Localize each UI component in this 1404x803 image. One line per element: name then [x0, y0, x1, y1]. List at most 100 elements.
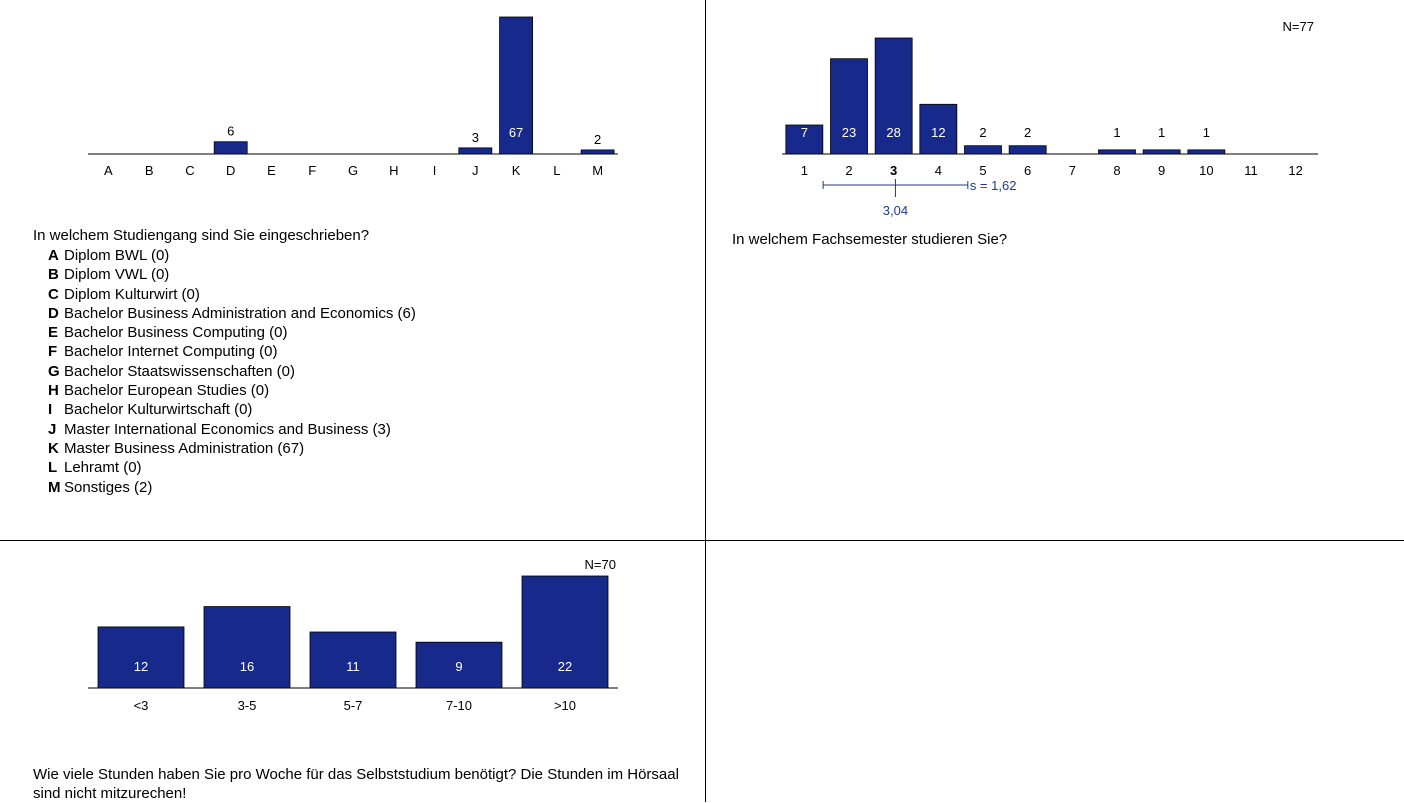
- n-label: N=77: [1283, 19, 1314, 34]
- bar-3: [874, 37, 913, 155]
- value-label-2: 11: [346, 659, 360, 674]
- tick-label-A: A: [104, 163, 113, 178]
- legend-item: J Master International Economics and Busi…: [48, 420, 416, 439]
- legend-key: K: [48, 439, 59, 457]
- panel-selbststudium: N=70 12 <3 16 3-5 11 5-7 9 7-10 22 >10 Wie viele S…: [0, 541, 705, 802]
- bar-10: [1187, 149, 1226, 155]
- bar-8: [1098, 149, 1136, 155]
- tick-label-3: 7-10: [446, 698, 472, 713]
- chart-fachsemester: N=77 7 1 23 2 28 3 12 4 2 5 2 6 7 1 8 1 9 1 10 11 12 s = 1,62 3…: [782, 19, 1318, 218]
- value-label-4: 12: [931, 125, 945, 140]
- panel-fachsemester: N=77 7 1 23 2 28 3 12 4 2 5 2 6 7 1 8 1 9 1 10 11 12 s = 1,62 3…: [706, 0, 1404, 540]
- question-fachsemester: In welchem Fachsemester studieren Sie?: [732, 231, 1008, 248]
- legend-text: Diplom BWL (0): [64, 247, 170, 264]
- question-studiengang: In welchem Studiengang sind Sie eingesch…: [33, 227, 370, 244]
- legend-item: M Sonstiges (2): [48, 478, 416, 497]
- legend-studiengang: A Diplom BWL (0) B Diplom VWL (0) C Diplom Ku…: [48, 246, 416, 497]
- value-label-1: 16: [240, 659, 254, 674]
- legend-text: Bachelor Business Administration and Eco…: [64, 304, 416, 322]
- bar-2: [309, 631, 397, 689]
- tick-label-0: <3: [134, 698, 149, 713]
- bar-9: [1142, 149, 1181, 155]
- tick-label-8: 8: [1113, 163, 1120, 178]
- sd-label: s = 1,62: [970, 178, 1017, 193]
- value-label-D: 6: [227, 124, 234, 139]
- tick-label-K: K: [512, 163, 521, 178]
- legend-text: Bachelor Business Computing (0): [64, 324, 288, 342]
- bar-J: [458, 147, 493, 155]
- legend-key: J: [48, 420, 57, 438]
- legend-text: Bachelor European Studies (0): [64, 382, 270, 400]
- bar-M: [580, 149, 615, 155]
- legend-text: Master International Economics and Busin…: [64, 420, 391, 438]
- tick-label-6: 6: [1024, 163, 1031, 178]
- legend-key: D: [48, 304, 59, 322]
- bar-6: [1008, 145, 1047, 155]
- legend-key: B: [48, 266, 59, 284]
- legend-item: I Bachelor Kulturwirtschaft (0): [48, 400, 416, 419]
- legend-key: L: [48, 459, 58, 477]
- legend-text: Diplom VWL (0): [64, 266, 170, 284]
- panel-divider-vertical: [705, 0, 706, 802]
- legend-text: Diplom Kulturwirt (0): [64, 285, 200, 303]
- value-label-8: 1: [1113, 125, 1120, 140]
- bar-5: [964, 145, 1002, 155]
- tick-label-9: 9: [1158, 163, 1165, 178]
- bar-K: [499, 16, 533, 155]
- tick-label-12: 12: [1288, 163, 1302, 178]
- n-label: N=70: [585, 557, 616, 572]
- tick-label-M: M: [592, 163, 603, 178]
- legend-key: I: [48, 401, 53, 419]
- panel-studiengang: A B C 6 D E F G H I 3 J 67 K L 2 M In welchem Studiengan…: [0, 0, 705, 540]
- tick-label-I: I: [433, 163, 437, 178]
- value-label-4: 22: [558, 659, 572, 674]
- legend-text: Lehramt (0): [64, 459, 142, 477]
- legend-item: F Bachelor Internet Computing (0): [48, 342, 416, 361]
- bar-2: [830, 58, 868, 155]
- chart-studiengang: A B C 6 D E F G H I 3 J 67 K L 2 M: [88, 16, 618, 178]
- tick-label-1: 3-5: [238, 698, 257, 713]
- legend-item: K Master Business Administration (67): [48, 439, 416, 458]
- legend-key: A: [48, 247, 59, 264]
- bar-3: [415, 641, 503, 689]
- tick-label-3: 3: [890, 163, 897, 178]
- bar-0: [97, 626, 185, 689]
- question-selbststudium: Wie viele Stunden haben Sie pro Woche fü…: [33, 766, 679, 802]
- legend-key: G: [48, 362, 60, 380]
- legend-item: B Diplom VWL (0): [48, 265, 416, 284]
- bar-D: [213, 141, 248, 155]
- mean-label: 3,04: [883, 203, 908, 218]
- tick-label-E: E: [267, 163, 276, 178]
- tick-label-J: J: [472, 163, 479, 178]
- value-label-6: 2: [1024, 125, 1031, 140]
- tick-label-2: 2: [845, 163, 852, 178]
- value-label-K: 67: [509, 125, 523, 140]
- legend-key: H: [48, 382, 59, 400]
- bar-4: [919, 103, 958, 155]
- value-label-5: 2: [979, 125, 986, 140]
- legend-item: H Bachelor European Studies (0): [48, 381, 416, 400]
- legend-item: A Diplom BWL (0): [48, 246, 416, 265]
- legend-item: E Bachelor Business Computing (0): [48, 323, 416, 342]
- bar-1: [203, 606, 291, 689]
- value-label-J: 3: [472, 130, 479, 145]
- panel-divider-horizontal: [0, 540, 1404, 541]
- tick-label-10: 10: [1199, 163, 1213, 178]
- value-label-3: 9: [455, 659, 462, 674]
- value-label-9: 1: [1158, 125, 1165, 140]
- value-label-M: 2: [594, 132, 601, 147]
- bar-4: [521, 575, 609, 689]
- legend-text: Bachelor Internet Computing (0): [64, 343, 278, 361]
- chart-selbststudium: N=70 12 <3 16 3-5 11 5-7 9 7-10 22 >10: [88, 557, 618, 713]
- tick-label-7: 7: [1069, 163, 1076, 178]
- legend-text: Bachelor Staatswissenschaften (0): [64, 362, 295, 380]
- legend-item: C Diplom Kulturwirt (0): [48, 285, 416, 304]
- tick-label-H: H: [389, 163, 398, 178]
- legend-key: E: [48, 324, 59, 342]
- tick-label-G: G: [348, 163, 358, 178]
- tick-label-5: 5: [979, 163, 986, 178]
- tick-label-C: C: [185, 163, 194, 178]
- legend-item: L Lehramt (0): [48, 458, 416, 477]
- legend-text: Master Business Administration (67): [64, 439, 305, 457]
- bar-1: [785, 124, 824, 155]
